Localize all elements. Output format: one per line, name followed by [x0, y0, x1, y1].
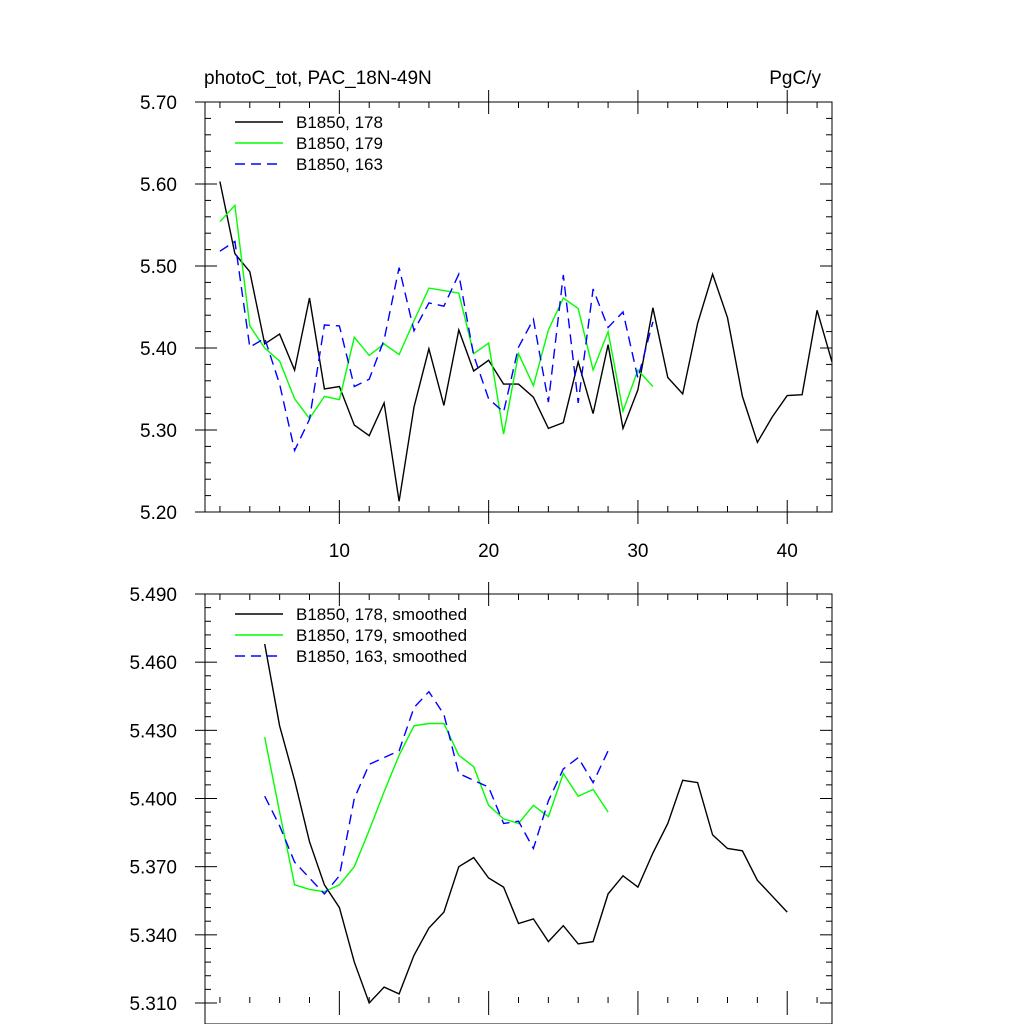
top-legend-label-3: B1850, 163 [296, 155, 383, 174]
top-xtick-label: 40 [777, 541, 798, 562]
bottom-ytick-label: 5.460 [129, 653, 177, 674]
top-panel-gridticks: 5.20 5.30 5.40 5.50 5.60 5.70 10 20 30 40 [140, 90, 832, 562]
top-panel-series [219, 181, 833, 502]
top-series-line-1 [219, 181, 833, 502]
bottom-series-line-2 [264, 722, 609, 893]
top-legend-label-1: B1850, 178 [296, 113, 383, 132]
top-panel-units: PgC/y [769, 68, 821, 89]
bottom-panel-series [264, 643, 788, 1005]
bottom-panel: 5.310 5.340 5.370 5.400 5.430 5.460 5.490 B185… [129, 582, 833, 1024]
top-xtick-label: 20 [478, 541, 499, 562]
bottom-series-line-1 [264, 643, 788, 1005]
bottom-ytick-label: 5.310 [129, 994, 177, 1015]
bottom-ytick-label: 5.370 [129, 858, 177, 879]
top-ytick-label: 5.60 [140, 175, 177, 196]
top-panel-frame [204, 101, 833, 513]
bottom-ytick-label: 5.430 [129, 721, 177, 742]
bottom-panel-gridticks: 5.310 5.340 5.370 5.400 5.430 5.460 5.490 [129, 582, 832, 1015]
top-ytick-label: 5.30 [140, 421, 177, 442]
bottom-panel-legend: B1850, 178, smoothed B1850, 179, smoothed… [235, 605, 467, 666]
top-panel: photoC_tot, PAC_18N-49N PgC/y 5.205.305.… [140, 68, 833, 562]
top-xtick-label: 10 [329, 541, 350, 562]
bottom-legend-label-1: B1850, 178, smoothed [296, 605, 467, 624]
top-series-line-3 [219, 240, 654, 453]
bottom-ytick-label: 5.490 [129, 585, 177, 606]
top-xtick-label: 30 [627, 541, 648, 562]
top-ytick-label: 5.20 [140, 503, 177, 524]
top-panel-title: photoC_tot, PAC_18N-49N [204, 68, 432, 89]
bottom-legend-label-2: B1850, 179, smoothed [296, 626, 467, 645]
top-series-line-2 [219, 203, 654, 435]
top-ytick-label: 5.70 [140, 93, 177, 114]
bottom-panel-frame [204, 593, 833, 1024]
bottom-legend-label-3: B1850, 163, smoothed [296, 647, 467, 666]
top-ytick-label: 5.50 [140, 257, 177, 278]
bottom-ytick-label: 5.400 [129, 790, 177, 811]
top-panel-legend: B1850, 178 B1850, 179 B1850, 163 [235, 113, 383, 174]
bottom-series-line-3 [264, 690, 609, 895]
top-legend-label-2: B1850, 179 [296, 134, 383, 153]
top-ytick-label: 5.40 [140, 339, 177, 360]
bottom-ytick-label: 5.340 [129, 926, 177, 947]
